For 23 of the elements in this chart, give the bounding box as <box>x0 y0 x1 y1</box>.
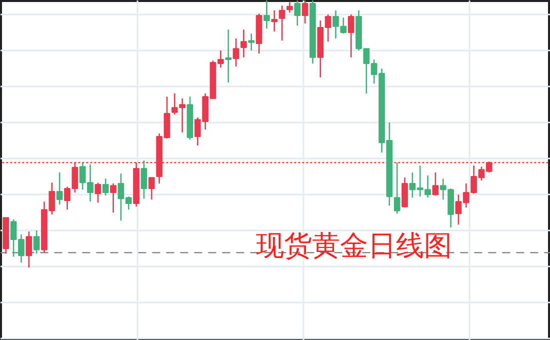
candlestick <box>294 0 301 26</box>
candlestick <box>140 160 148 200</box>
candlestick <box>432 172 439 196</box>
candlestick <box>94 182 102 204</box>
candlestick <box>263 0 270 30</box>
candlestick <box>148 176 155 200</box>
candlestick <box>348 14 354 58</box>
candlestick <box>402 176 408 208</box>
annotation: 现货黄金日线图 <box>256 229 452 262</box>
candlestick <box>271 10 278 32</box>
candlestick <box>394 162 400 214</box>
candlestick <box>248 32 255 52</box>
candlestick <box>102 178 109 196</box>
candlestick <box>56 172 63 206</box>
candlestick <box>240 28 247 58</box>
candlestick <box>33 230 40 254</box>
candlestick <box>225 28 232 84</box>
candlestick <box>278 4 286 42</box>
candlestick <box>26 230 32 268</box>
candlestick <box>232 38 240 68</box>
candlestick <box>110 182 116 214</box>
candlestick <box>302 0 308 24</box>
candlestick <box>286 2 293 14</box>
